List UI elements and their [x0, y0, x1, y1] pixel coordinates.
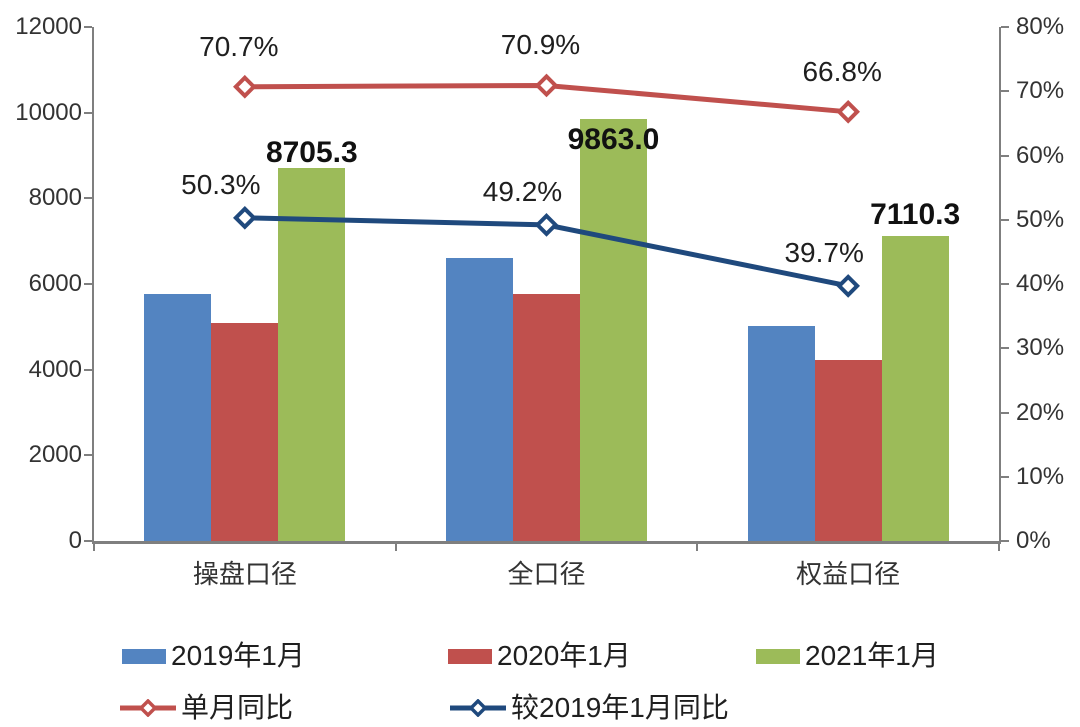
line-value-label: 39.7%	[784, 236, 864, 268]
diamond-marker	[836, 274, 860, 298]
y-axis-left-tick	[84, 26, 92, 28]
y-axis-right-tick-label: 20%	[1016, 398, 1065, 426]
legend-line-diamond-icon	[450, 699, 506, 717]
y-axis-left-tick	[84, 540, 92, 542]
bar-s2-c0	[278, 168, 346, 541]
line-value-label: 49.2%	[482, 175, 563, 207]
line-value-label: 70.7%	[199, 30, 279, 62]
y-axis-left-tick-label: 4000	[28, 355, 82, 383]
diamond-marker	[233, 74, 257, 99]
legend-item-2019: 2019年1月	[122, 640, 305, 672]
legend-swatch-2019	[122, 648, 166, 664]
y-axis-left-tick	[84, 197, 92, 200]
y-axis-right-tick	[1001, 475, 1009, 478]
y-axis-right-tick-label: 40%	[1016, 270, 1065, 297]
diamond-marker	[534, 73, 559, 98]
diamond-marker	[836, 99, 860, 124]
line-value-label: 70.9%	[500, 29, 581, 61]
y-axis-right-tick	[1001, 90, 1009, 93]
y-axis-left-tick-label: 6000	[28, 270, 82, 297]
x-axis-tick	[998, 544, 1000, 551]
y-axis-right-tick-label: 50%	[1016, 205, 1065, 233]
y-axis-left-tick	[84, 368, 92, 371]
bar-value-label: 7110.3	[870, 198, 961, 232]
category-label-quankoujing: 全口径	[507, 559, 586, 589]
bar-s1-c1	[513, 293, 580, 541]
y-axis-right-line	[999, 27, 1001, 543]
bar-s0-c2	[747, 325, 815, 541]
legend-item-jiao2019tongbi: 较2019年1月同比	[450, 692, 729, 724]
y-axis-right-tick-label: 10%	[1016, 462, 1065, 490]
bar-s2-c1	[580, 118, 647, 541]
diamond-marker	[534, 213, 559, 237]
y-axis-left-tick-label: 8000	[28, 184, 82, 212]
y-axis-right-tick-label: 60%	[1016, 141, 1065, 169]
legend-label-2021: 2021年1月	[805, 640, 939, 671]
y-axis-left-line	[92, 27, 94, 543]
legend-item-2021: 2021年1月	[756, 640, 939, 672]
y-axis-left-tick-label: 2000	[28, 441, 82, 469]
category-label-caopankoujing: 操盘口径	[192, 559, 297, 589]
legend-label-jiao2019tongbi: 较2019年1月同比	[511, 692, 729, 723]
bar-value-label: 8705.3	[265, 136, 358, 170]
x-axis-tick	[696, 544, 699, 551]
y-axis-left-tick	[84, 111, 92, 114]
legend-label-2020: 2020年1月	[497, 640, 631, 671]
y-axis-right-tick	[1001, 347, 1009, 350]
legend-label-2019: 2019年1月	[171, 640, 305, 671]
x-axis-tick	[394, 544, 397, 551]
y-axis-right-tick-label: 70%	[1016, 77, 1065, 105]
diamond-marker	[233, 205, 257, 230]
bar-s2-c2	[881, 236, 949, 541]
line-danyuetongbi	[244, 82, 849, 115]
y-axis-right-tick-label: 80%	[1016, 13, 1065, 40]
y-axis-right-tick	[1001, 26, 1009, 28]
y-axis-right-tick	[1001, 218, 1009, 221]
bar-s0-c1	[446, 257, 513, 541]
legend-line-diamond-icon	[120, 699, 176, 717]
y-axis-left-tick-label: 12000	[15, 13, 82, 40]
category-label-quanyikoujing: 权益口径	[796, 559, 901, 589]
line-value-label: 50.3%	[181, 168, 261, 200]
bar-s0-c0	[144, 293, 212, 541]
y-axis-right-tick	[1001, 411, 1009, 414]
y-axis-left-tick-label: 10000	[15, 98, 82, 126]
y-axis-right-tick	[1001, 283, 1009, 285]
x-axis-line	[92, 541, 1001, 544]
y-axis-right-tick-label: 30%	[1016, 334, 1065, 362]
legend-item-2020: 2020年1月	[448, 640, 631, 672]
bar-value-label: 9863.0	[567, 122, 660, 156]
legend-item-danyuetongbi: 单月同比	[120, 692, 293, 724]
bar-s1-c0	[211, 323, 279, 541]
x-axis-tick	[93, 544, 95, 551]
legend-swatch-2020	[448, 648, 492, 664]
y-axis-right-tick	[1001, 540, 1009, 542]
legend-label-danyuetongbi: 单月同比	[181, 692, 294, 723]
line-value-label: 66.8%	[802, 55, 882, 87]
y-axis-left-tick-label: 0	[68, 527, 82, 554]
y-axis-left-tick	[84, 283, 92, 285]
y-axis-right-tick	[1001, 154, 1009, 157]
bar-s1-c2	[814, 359, 882, 541]
y-axis-left-tick	[84, 454, 92, 457]
y-axis-right-tick-label: 0%	[1016, 527, 1051, 554]
legend-swatch-2021	[756, 648, 800, 664]
